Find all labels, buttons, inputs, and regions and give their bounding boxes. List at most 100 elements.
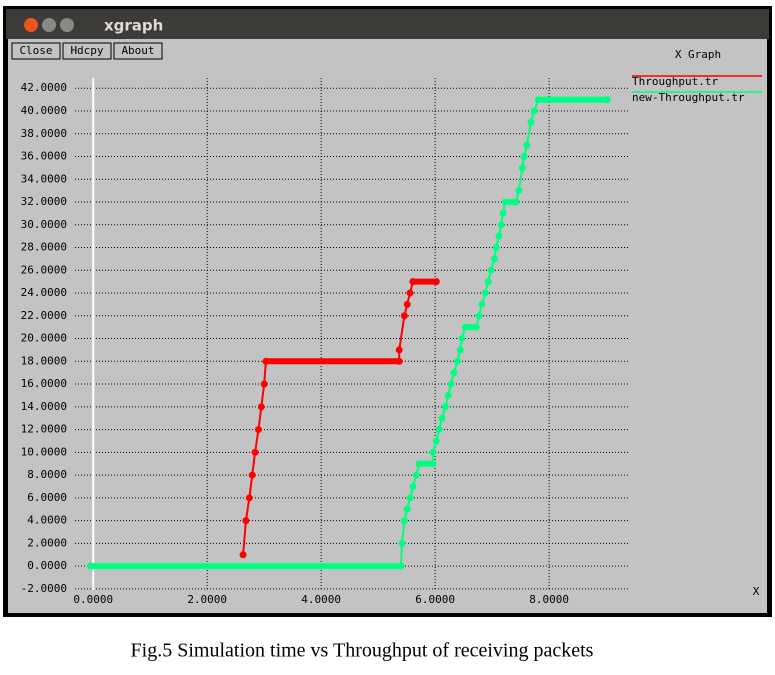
point	[453, 357, 461, 365]
point	[487, 266, 495, 274]
point	[429, 460, 437, 468]
point	[534, 96, 542, 104]
y-tick-label: 36.0000	[21, 150, 67, 163]
y-tick-label: 38.0000	[21, 127, 67, 140]
y-tick-label: 2.0000	[27, 536, 67, 549]
x-tick-label: 6.0000	[415, 593, 455, 606]
point	[257, 403, 265, 411]
y-tick-label: 28.0000	[21, 241, 67, 254]
window-title: xgraph	[104, 17, 163, 35]
y-tick-label: 12.0000	[21, 423, 67, 436]
point	[254, 426, 262, 434]
point	[435, 426, 443, 434]
y-tick-label: 30.0000	[21, 218, 67, 231]
y-tick-label: 4.0000	[27, 514, 67, 527]
point	[461, 323, 469, 331]
point	[395, 346, 403, 354]
button-label[interactable]: Close	[19, 44, 52, 57]
x-tick-label: 2.0000	[187, 593, 227, 606]
point	[432, 278, 440, 286]
y-tick-label: 26.0000	[21, 263, 67, 276]
point	[86, 562, 94, 570]
point	[515, 187, 523, 195]
point	[248, 471, 256, 479]
point	[400, 312, 408, 320]
y-tick-label: 24.0000	[21, 286, 67, 299]
point	[492, 244, 500, 252]
point	[472, 323, 480, 331]
point	[412, 471, 420, 479]
point	[398, 539, 406, 547]
point	[527, 118, 535, 126]
button-label[interactable]: About	[121, 44, 154, 57]
close-dot[interactable]	[24, 18, 38, 32]
point	[456, 346, 464, 354]
button[interactable]	[113, 42, 163, 60]
point	[495, 232, 503, 240]
x-tick-label: 8.0000	[529, 593, 569, 606]
y-tick-label: 16.0000	[21, 377, 67, 390]
point	[406, 494, 414, 502]
point	[239, 551, 247, 559]
y-tick-label: 14.0000	[21, 400, 67, 413]
point	[501, 198, 509, 206]
y-tick-label: 32.0000	[21, 195, 67, 208]
point	[444, 391, 452, 399]
point	[497, 221, 505, 229]
point	[490, 255, 498, 263]
button[interactable]	[62, 42, 112, 60]
point	[441, 403, 449, 411]
y-tick-label: 42.0000	[21, 81, 67, 94]
point	[432, 437, 440, 445]
point	[262, 357, 270, 365]
point	[475, 312, 483, 320]
y-tick-label: 6.0000	[27, 491, 67, 504]
max-dot[interactable]	[60, 18, 74, 32]
point	[603, 96, 611, 104]
x-tick-label: 0.0000	[73, 593, 113, 606]
point	[260, 380, 268, 388]
y-tick-label: 18.0000	[21, 354, 67, 367]
x-tick-label: 4.0000	[301, 593, 341, 606]
chart-title: X Graph	[675, 48, 721, 61]
point	[415, 460, 423, 468]
legend-label: new-Throughput.tr	[632, 91, 745, 104]
min-dot[interactable]	[42, 18, 56, 32]
point	[406, 289, 414, 297]
title-bar	[6, 9, 769, 39]
point	[403, 300, 411, 308]
y-tick-label: 40.0000	[21, 104, 67, 117]
point	[395, 357, 403, 365]
point	[397, 562, 405, 570]
point	[251, 448, 259, 456]
point	[400, 517, 408, 525]
point	[520, 153, 528, 161]
caption: Fig.5 Simulation time vs Throughput of r…	[131, 640, 594, 662]
button-label[interactable]: Hdcpy	[70, 44, 103, 57]
y-tick-label: 22.0000	[21, 309, 67, 322]
point	[447, 380, 455, 388]
window-body	[8, 39, 767, 613]
point	[409, 278, 417, 286]
y-tick-label: 20.0000	[21, 332, 67, 345]
y-tick-label: 34.0000	[21, 172, 67, 185]
x-axis-label: X	[753, 585, 760, 598]
point	[458, 335, 466, 343]
button[interactable]	[11, 42, 61, 60]
point	[478, 300, 486, 308]
point	[499, 209, 507, 217]
point	[450, 369, 458, 377]
point	[409, 482, 417, 490]
y-tick-label: 0.0000	[27, 559, 67, 572]
y-tick-label: 8.0000	[27, 468, 67, 481]
point	[523, 141, 531, 149]
point	[518, 164, 526, 172]
point	[481, 289, 489, 297]
legend-label: Throughput.tr	[632, 75, 718, 88]
point	[530, 107, 538, 115]
y-tick-label: 10.0000	[21, 445, 67, 458]
point	[438, 414, 446, 422]
y-tick-label: -2.0000	[21, 582, 67, 595]
